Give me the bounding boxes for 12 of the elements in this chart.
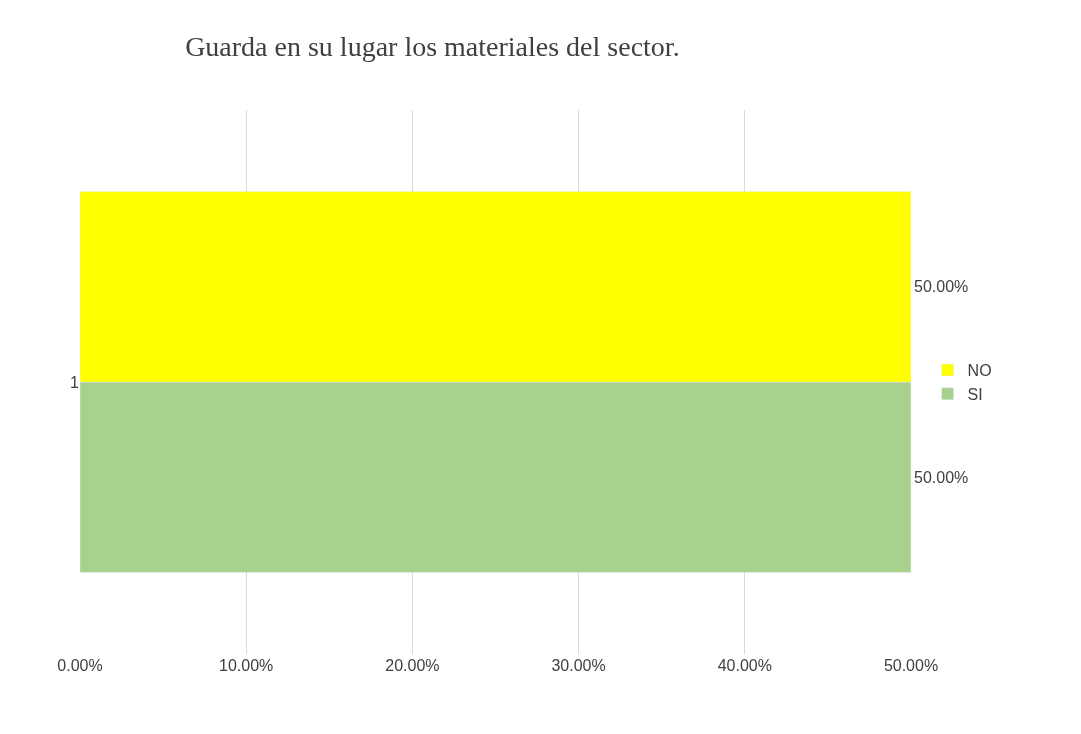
x-tick-label: 40.00% bbox=[717, 657, 772, 674]
x-tick-label: 10.00% bbox=[219, 657, 274, 674]
data-label: 50.00% bbox=[914, 278, 969, 296]
x-tick-label: 20.00% bbox=[385, 657, 440, 674]
data-label: 50.00% bbox=[914, 468, 969, 486]
chart-title: Guarda en su lugar los materiales del sector. bbox=[185, 31, 680, 63]
y-tick-label: 1 bbox=[70, 373, 80, 391]
legend-label: SI bbox=[967, 385, 983, 403]
x-tick-label: 0.00% bbox=[57, 657, 103, 674]
x-tick-label: 50.00% bbox=[883, 657, 939, 674]
legend-label: NO bbox=[967, 362, 992, 380]
x-tick-label: 30.00% bbox=[551, 657, 606, 674]
